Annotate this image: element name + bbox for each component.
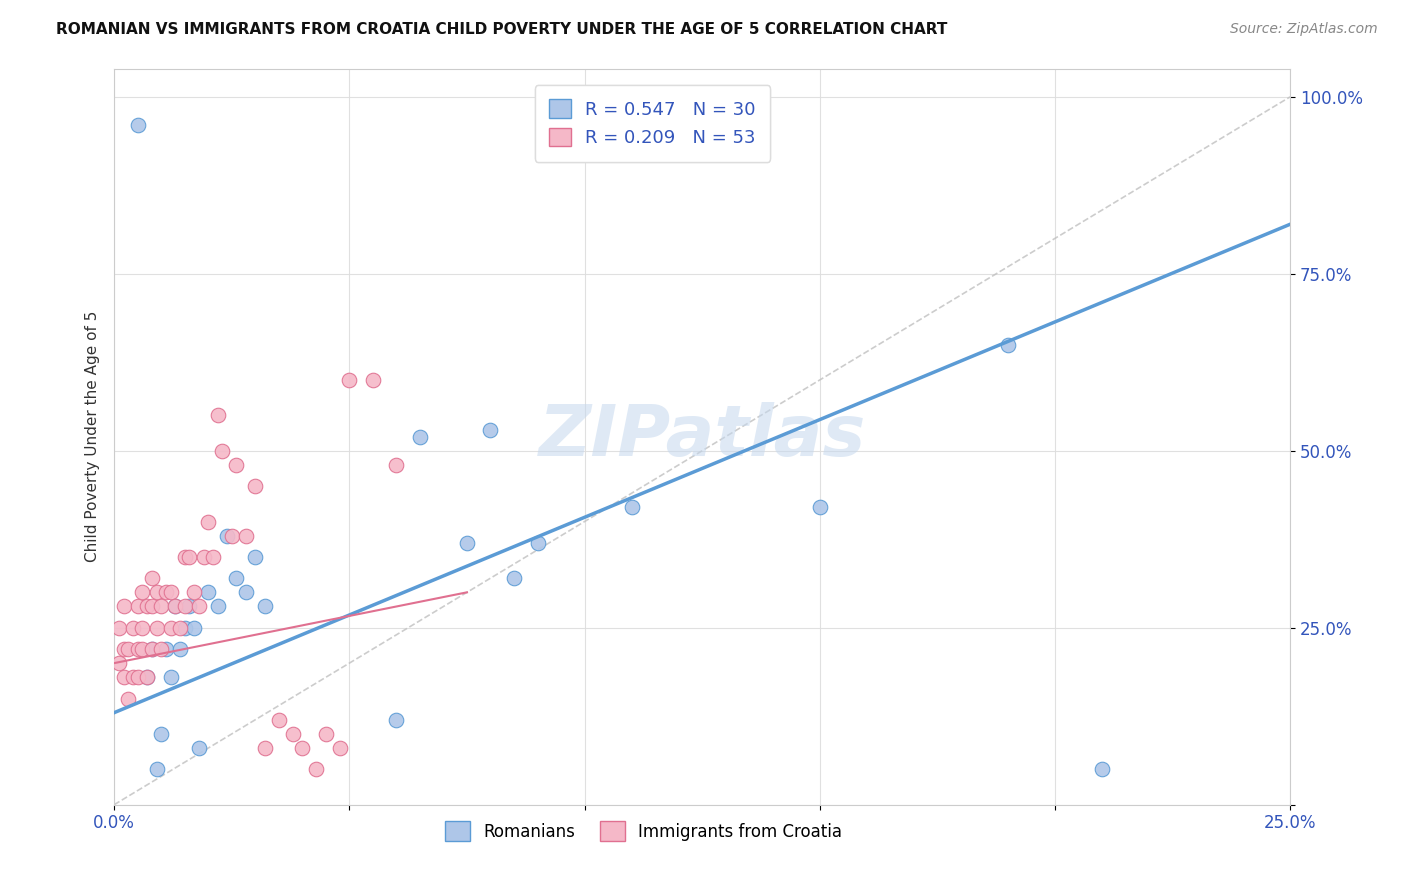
Point [207, 599, 229, 614]
Text: ROMANIAN VS IMMIGRANTS FROM CROATIA CHILD POVERTY UNDER THE AGE OF 5 CORRELATION: ROMANIAN VS IMMIGRANTS FROM CROATIA CHIL… [56, 22, 948, 37]
Legend: R = 0.547   N = 30, R = 0.209   N = 53: R = 0.547 N = 30, R = 0.209 N = 53 [534, 85, 770, 161]
Point [127, 118, 149, 132]
Point [122, 621, 145, 635]
Point [136, 670, 159, 684]
Point [108, 621, 131, 635]
Point [221, 529, 243, 543]
Point [131, 642, 153, 657]
Point [165, 599, 187, 614]
Point [503, 571, 526, 585]
Point [193, 549, 215, 564]
Point [145, 621, 167, 635]
Point [150, 642, 173, 657]
Point [136, 670, 159, 684]
Point [187, 599, 209, 614]
Point [361, 373, 384, 387]
Point [305, 762, 328, 776]
Point [122, 670, 145, 684]
Point [131, 585, 153, 599]
Point [112, 642, 135, 657]
Point [253, 599, 276, 614]
Point [159, 670, 181, 684]
Point [245, 549, 267, 564]
Point [112, 670, 135, 684]
Point [479, 423, 502, 437]
Point [145, 585, 167, 599]
Point [127, 670, 149, 684]
Point [173, 621, 195, 635]
Point [207, 409, 229, 423]
Point [173, 549, 195, 564]
Point [197, 585, 219, 599]
Point [997, 337, 1019, 351]
Point [217, 529, 239, 543]
Point [225, 458, 247, 472]
Point [337, 373, 360, 387]
Point [456, 535, 478, 549]
Point [127, 642, 149, 657]
Point [225, 571, 247, 585]
Point [267, 713, 290, 727]
Point [136, 599, 159, 614]
Point [159, 621, 181, 635]
Point [131, 621, 153, 635]
Point [127, 599, 149, 614]
Point [155, 642, 177, 657]
Point [197, 515, 219, 529]
Point [329, 741, 352, 756]
Point [526, 535, 548, 549]
Point [108, 656, 131, 670]
Point [179, 599, 201, 614]
Point [291, 741, 314, 756]
Point [145, 762, 167, 776]
Point [141, 599, 163, 614]
Point [245, 479, 267, 493]
Point [141, 571, 163, 585]
Point [141, 642, 163, 657]
Text: ZIPatlas: ZIPatlas [538, 402, 866, 471]
Point [1091, 762, 1114, 776]
Point [235, 585, 257, 599]
Point [211, 443, 233, 458]
Point [169, 621, 191, 635]
Point [253, 741, 276, 756]
Text: Source: ZipAtlas.com: Source: ZipAtlas.com [1230, 22, 1378, 37]
Point [155, 585, 177, 599]
Point [385, 713, 408, 727]
Y-axis label: Child Poverty Under the Age of 5: Child Poverty Under the Age of 5 [86, 311, 100, 562]
Point [165, 599, 187, 614]
Point [112, 599, 135, 614]
Point [808, 500, 831, 515]
Point [169, 642, 191, 657]
Point [179, 549, 201, 564]
Point [183, 621, 205, 635]
Point [141, 642, 163, 657]
Point [117, 691, 139, 706]
Point [183, 585, 205, 599]
Point [281, 727, 304, 741]
Point [620, 500, 643, 515]
Point [385, 458, 408, 472]
Point [201, 549, 224, 564]
Point [150, 599, 173, 614]
Point [173, 599, 195, 614]
Point [159, 585, 181, 599]
Point [150, 727, 173, 741]
Point [235, 529, 257, 543]
Point [117, 642, 139, 657]
Point [409, 429, 432, 443]
Point [315, 727, 337, 741]
Point [187, 741, 209, 756]
